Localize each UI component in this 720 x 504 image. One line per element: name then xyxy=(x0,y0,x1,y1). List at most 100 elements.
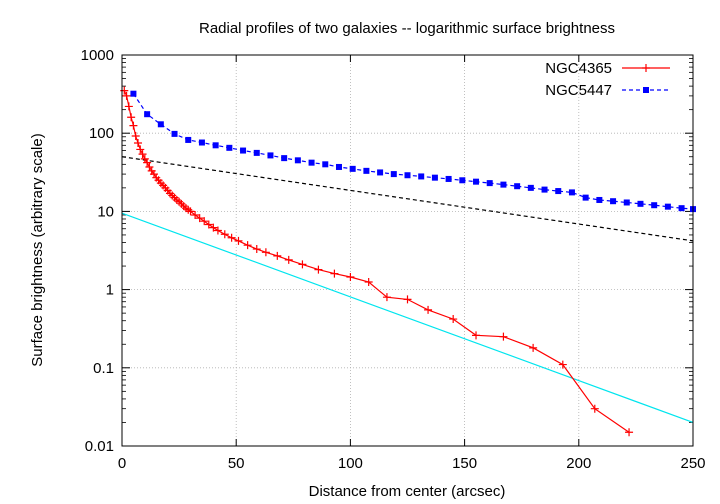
data-point xyxy=(234,236,243,245)
series-ngc4365 xyxy=(120,86,634,437)
x-tick-label: 100 xyxy=(338,455,363,472)
data-point xyxy=(625,428,634,437)
data-point xyxy=(252,245,261,254)
series-group xyxy=(120,86,696,437)
x-tick-label: 200 xyxy=(566,455,591,472)
x-tick-label: 50 xyxy=(228,455,245,472)
data-point xyxy=(212,142,219,149)
legend-marker-ngc4365 xyxy=(642,64,650,72)
data-point xyxy=(143,158,152,167)
data-point xyxy=(590,404,599,413)
data-point xyxy=(568,189,575,196)
reference-lines xyxy=(121,156,694,424)
chart-title: Radial profiles of two galaxies -- logar… xyxy=(199,20,615,37)
data-point xyxy=(424,305,433,314)
data-point xyxy=(195,214,204,223)
data-point xyxy=(623,199,630,206)
data-point xyxy=(322,161,329,168)
data-point xyxy=(294,157,301,164)
legend-label-ngc5447: NGC5447 xyxy=(545,82,612,99)
data-point xyxy=(243,241,252,250)
data-point xyxy=(364,278,373,287)
data-point xyxy=(308,159,315,166)
data-point xyxy=(555,188,562,195)
data-point xyxy=(144,111,151,118)
y-tick-label: 0.1 xyxy=(93,360,114,377)
legend-label-ngc4365: NGC4365 xyxy=(545,60,612,77)
data-point xyxy=(678,205,685,212)
data-point xyxy=(133,138,142,147)
plot-frame xyxy=(121,54,694,447)
y-tick-label: 10 xyxy=(97,203,114,220)
data-point xyxy=(314,265,323,274)
data-point xyxy=(459,177,466,184)
legend: NGC4365 NGC5447 xyxy=(545,60,670,99)
series-ngc5447 xyxy=(130,90,696,213)
data-point xyxy=(136,145,145,154)
data-point xyxy=(226,144,233,151)
data-point xyxy=(261,248,270,257)
data-point xyxy=(418,173,425,180)
x-tick-label: 0 xyxy=(118,455,126,472)
data-point xyxy=(449,315,458,324)
x-tick-label: 250 xyxy=(680,455,705,472)
data-point xyxy=(486,180,493,187)
x-axis-ticks: 0 50 100 150 200 250 xyxy=(118,55,706,472)
grid xyxy=(122,55,693,446)
data-point xyxy=(191,210,200,219)
data-point xyxy=(124,102,133,111)
data-point xyxy=(527,184,534,191)
data-point xyxy=(363,167,370,174)
data-point xyxy=(529,343,538,352)
data-point xyxy=(127,113,136,122)
series-line-ngc5447 xyxy=(132,93,694,210)
data-point xyxy=(122,91,131,100)
data-point xyxy=(209,223,218,232)
data-point xyxy=(220,230,229,239)
data-point xyxy=(213,226,222,235)
data-point xyxy=(558,360,567,369)
data-point xyxy=(198,139,205,146)
y-tick-label: 1 xyxy=(106,282,114,299)
data-point xyxy=(499,332,508,341)
data-point xyxy=(204,220,213,229)
reference-line xyxy=(121,156,694,242)
y-tick-label: 100 xyxy=(89,125,114,142)
data-point xyxy=(131,132,140,141)
legend-marker-ngc5447 xyxy=(643,87,649,93)
data-point xyxy=(651,202,658,209)
data-point xyxy=(253,149,260,156)
data-point xyxy=(596,196,603,203)
data-point xyxy=(267,152,274,159)
y-axis-ticks: 1000 100 10 1 0.1 0.01 xyxy=(81,47,693,455)
data-point xyxy=(129,121,138,130)
data-point xyxy=(349,165,356,172)
data-point xyxy=(335,163,342,170)
data-point xyxy=(582,194,589,201)
data-point xyxy=(514,183,521,190)
data-point xyxy=(284,255,293,264)
reference-line xyxy=(121,212,694,424)
data-point xyxy=(298,260,307,269)
data-point xyxy=(330,269,339,278)
y-tick-label: 0.01 xyxy=(85,438,114,455)
x-axis-label: Distance from center (arcsec) xyxy=(309,483,506,500)
data-point xyxy=(200,217,209,226)
data-point xyxy=(157,121,164,128)
data-point xyxy=(472,331,481,340)
data-point xyxy=(637,200,644,207)
data-point xyxy=(390,171,397,178)
data-point xyxy=(431,174,438,181)
data-point xyxy=(186,207,195,216)
data-point xyxy=(445,175,452,182)
data-point xyxy=(273,251,282,260)
data-point xyxy=(240,147,247,154)
data-point xyxy=(404,172,411,179)
data-point xyxy=(185,136,192,143)
y-tick-label: 1000 xyxy=(81,47,114,64)
data-point xyxy=(382,293,391,302)
data-point xyxy=(227,233,236,242)
data-point xyxy=(377,169,384,176)
data-point xyxy=(664,203,671,210)
